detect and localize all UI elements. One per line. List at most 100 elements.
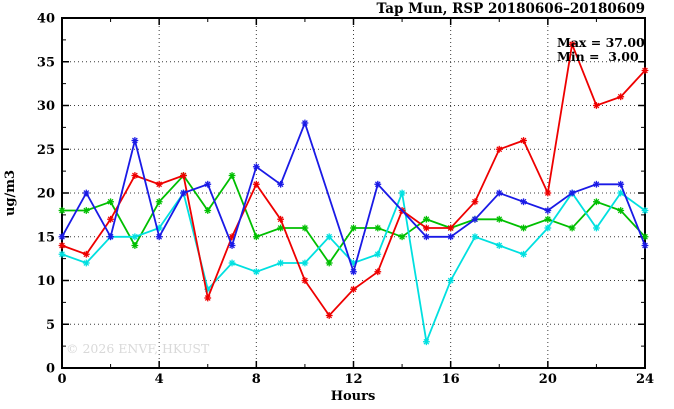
series-red-marker [544,189,552,197]
marker-stroke [617,207,624,214]
marker-stroke [617,190,624,196]
series-green-marker [58,207,66,214]
series-green-marker [131,242,139,249]
y-tick-label: 5 [46,318,55,333]
marker-stroke [59,207,65,214]
marker-stroke [204,207,211,214]
x-tick-label: 24 [636,372,654,387]
series-blue-marker [593,180,600,188]
marker-stroke [277,260,284,266]
marker-stroke [423,216,430,223]
marker-stroke [642,207,648,214]
series-green-marker [277,224,285,232]
series-blue-marker [252,163,260,171]
marker-stroke [520,198,527,205]
y-tick-label: 25 [37,143,55,158]
marker-stroke [472,198,478,205]
series-green-marker [374,224,382,232]
y-tick-label: 35 [37,55,55,70]
marker-stroke [496,146,503,153]
marker-stroke [593,102,600,109]
marker-stroke [544,225,551,231]
marker-stroke [520,137,527,144]
series-blue-marker [107,233,114,241]
chart-title: Tap Mun, RSP 20180606–20180609 [377,1,645,17]
series-cyan-marker [495,242,503,249]
series-blue-marker [204,180,212,188]
marker-stroke [496,190,503,196]
series-blue-marker [228,242,236,249]
series-cyan-marker [617,189,625,197]
max-annotation: Max = 37.00 [557,35,645,50]
series-green-marker [301,224,309,232]
marker-stroke [496,242,503,249]
marker-stroke [350,225,357,231]
series-cyan-marker [131,233,139,241]
marker-stroke [350,268,357,275]
series-green-marker [82,207,90,214]
marker-stroke [302,120,308,126]
marker-stroke [253,181,260,188]
series-blue-marker [568,189,576,197]
x-tick-label: 4 [155,372,164,387]
y-tick-label: 15 [37,230,55,245]
series-cyan-marker [398,189,406,197]
marker-stroke [107,198,114,205]
series-red-marker [520,137,527,144]
series-cyan-marker [422,338,430,346]
marker-stroke [520,251,527,258]
marker-stroke [326,312,333,319]
series-green-marker [325,259,333,267]
marker-stroke [593,225,600,231]
marker-stroke [83,190,90,196]
plot-area: 0 4 8 12 16 20 24 0 5 10 15 20 25 30 35 40 [37,12,654,388]
series-green-marker [107,198,114,206]
marker-stroke [642,242,648,249]
marker-stroke [593,198,600,205]
marker-stroke [472,233,478,240]
series-red-marker [568,40,576,48]
y-tick-label: 10 [37,274,55,289]
series-blue-marker [58,233,66,241]
marker-stroke [132,172,138,179]
series-green-marker [568,224,576,232]
series-green-marker [495,215,503,223]
series-red-marker [325,312,333,319]
series-red-marker [447,224,455,232]
marker-stroke [423,233,430,240]
marker-stroke [642,67,648,74]
marker-stroke [326,260,333,266]
marker-stroke [423,338,430,345]
series-blue-marker [520,198,527,206]
marker-stroke [374,225,381,231]
y-tick-label: 20 [37,187,55,202]
series-cyan-marker [301,259,309,267]
series-blue [58,119,649,276]
marker-stroke [277,216,284,223]
marker-stroke [569,225,575,231]
marker-stroke [59,251,65,258]
series-cyan-marker [374,250,382,258]
marker-stroke [132,233,138,240]
marker-stroke [399,190,405,196]
series-cyan-marker [82,259,90,267]
series-blue-marker [131,137,139,144]
marker-stroke [593,181,600,188]
marker-stroke [229,172,235,179]
marker-stroke [302,260,308,266]
series-green-marker [593,198,600,206]
series-red-marker [252,180,260,188]
series-blue-marker [180,189,187,197]
series-cyan-marker [252,268,260,276]
series-blue-marker [155,233,163,241]
marker-stroke [326,233,333,240]
series-red-marker [58,242,66,249]
marker-stroke [156,181,163,188]
x-tick-label: 16 [442,372,460,387]
series-cyan-marker [325,233,333,241]
marker-stroke [204,181,211,188]
series-red-marker [593,102,600,109]
marker-stroke [617,93,624,100]
x-tick-label: 8 [252,372,261,387]
marker-stroke [569,41,575,48]
